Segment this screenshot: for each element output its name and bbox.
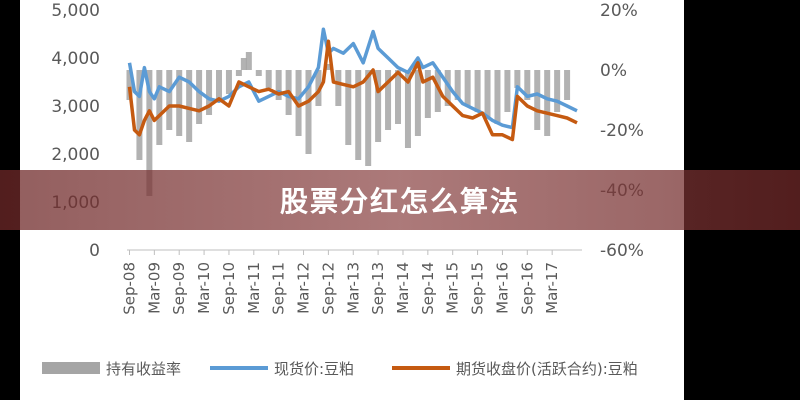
- bar: [385, 70, 392, 130]
- bar: [136, 70, 143, 160]
- x-tick-label: Sep-11: [270, 262, 288, 315]
- x-tick-label: Mar-16: [493, 262, 511, 314]
- x-tick-label: Mar-12: [295, 262, 313, 314]
- x-tick-label: Mar-13: [344, 262, 362, 314]
- x-tick-label: Mar-17: [543, 262, 561, 314]
- bar: [146, 70, 153, 196]
- bar: [434, 70, 441, 112]
- y2-tick-label: 20%: [600, 1, 638, 21]
- bar: [464, 70, 471, 106]
- bar: [240, 58, 247, 70]
- y2-tick-label: -20%: [600, 121, 644, 141]
- y-tick-label: 3,000: [51, 97, 100, 117]
- bar: [275, 70, 282, 100]
- y-tick-label: 0: [89, 241, 100, 261]
- bar: [404, 70, 411, 148]
- x-tick-label: Sep-13: [369, 262, 387, 315]
- bar-series: [126, 52, 571, 196]
- bar: [265, 70, 272, 88]
- bar: [225, 70, 232, 94]
- bar: [206, 70, 213, 115]
- bar: [444, 70, 451, 106]
- bar: [305, 70, 312, 154]
- bar: [454, 70, 461, 100]
- bar: [474, 70, 481, 112]
- bar: [414, 70, 421, 136]
- legend-swatch: [42, 362, 100, 374]
- x-tick-label: Mar-15: [444, 262, 462, 314]
- x-tick-label: Sep-08: [120, 262, 138, 315]
- bar: [544, 70, 551, 136]
- x-tick-label: Sep-16: [518, 262, 536, 315]
- bar: [375, 70, 382, 142]
- x-tick-label: Mar-09: [145, 262, 163, 314]
- bar: [514, 70, 521, 88]
- bar: [395, 70, 402, 124]
- series-line-2: [127, 39, 578, 142]
- bar: [325, 64, 332, 70]
- y-tick-label: 5,000: [51, 1, 100, 21]
- bar: [335, 70, 342, 106]
- bar: [424, 70, 431, 118]
- line-series: [127, 27, 578, 142]
- bar: [355, 70, 362, 160]
- bar: [126, 70, 133, 100]
- title-banner: 股票分红怎么算法: [0, 170, 800, 230]
- x-tick-label: Sep-14: [419, 262, 437, 315]
- x-tick-label: Mar-10: [195, 262, 213, 314]
- bar: [494, 70, 501, 124]
- y2-tick-label: -60%: [600, 241, 644, 261]
- bar: [534, 70, 541, 130]
- bar: [554, 70, 561, 112]
- x-tick-label: Mar-14: [394, 262, 412, 314]
- bar: [345, 70, 352, 145]
- bar: [504, 70, 511, 112]
- bar: [564, 70, 571, 100]
- bar: [186, 70, 193, 142]
- bar: [235, 70, 242, 76]
- bar: [484, 70, 491, 118]
- x-tick-label: Mar-11: [245, 262, 263, 314]
- bar: [166, 70, 173, 130]
- y2-tick-label: 0%: [600, 61, 627, 81]
- x-tick-label: Sep-12: [319, 262, 337, 315]
- bar: [156, 70, 163, 145]
- bar: [215, 70, 222, 100]
- series-line-1: [127, 27, 578, 130]
- x-tick-label: Sep-10: [220, 262, 238, 315]
- legend-label: 期货收盘价(活跃合约):豆粕: [456, 360, 638, 378]
- banner-title: 股票分红怎么算法: [279, 185, 520, 218]
- bar: [245, 52, 252, 70]
- legend-label: 现货价:豆粕: [274, 360, 354, 378]
- x-axis: Sep-08 Mar-09 Sep-09 Mar-10 Sep-10 Mar-11 Sep-…: [120, 249, 582, 315]
- bar: [365, 70, 372, 166]
- bar: [524, 70, 531, 100]
- y-tick-label: 4,000: [51, 49, 100, 69]
- y-tick-label: 2,000: [51, 145, 100, 165]
- legend-label: 持有收益率: [106, 360, 181, 378]
- bar: [255, 70, 262, 76]
- x-tick-label: Sep-09: [170, 262, 188, 315]
- bar: [196, 70, 203, 124]
- bar: [176, 70, 183, 136]
- legend: 持有收益率 现货价:豆粕 期货收盘价(活跃合约):豆粕: [42, 360, 638, 378]
- x-tick-label: Sep-15: [469, 262, 487, 315]
